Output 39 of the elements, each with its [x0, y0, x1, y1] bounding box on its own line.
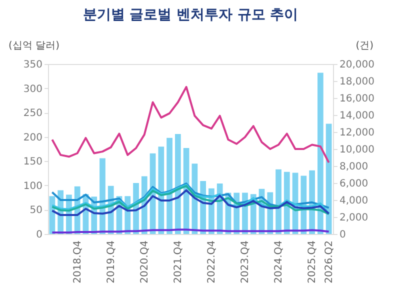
y2-axis-title: (건): [356, 40, 374, 52]
y-tick-label: 50: [30, 205, 42, 216]
bar: [276, 169, 282, 234]
y-tick-label: 250: [23, 108, 42, 120]
x-tick-label: 2019.Q4: [106, 240, 117, 284]
y2-tick-label: 2,000: [340, 212, 368, 224]
y-tick-label: 200: [23, 132, 42, 144]
line-series: [51, 189, 330, 216]
bar: [174, 134, 181, 234]
bar: [166, 138, 172, 234]
x-tick-label: 2021.Q4: [172, 240, 184, 284]
x-tick-label: 2023.Q4: [240, 240, 251, 284]
bar: [158, 146, 164, 234]
line-series: [51, 86, 330, 164]
y2-tick-label: 8,000: [340, 162, 368, 172]
y2-tick-label: 4,000: [340, 196, 368, 206]
y2-tick-label: 0: [340, 230, 346, 240]
y2-tick-label: 16,000: [340, 94, 374, 104]
y2-tick-label: 6,000: [340, 178, 368, 190]
x-tick-label: 2018.Q4: [72, 240, 84, 284]
y-tick-label: 350: [23, 60, 42, 70]
y2-tick-label: 14,000: [340, 110, 374, 122]
x-tick-label: 2022.Q4: [206, 240, 218, 284]
y-tick-label: 100: [23, 180, 42, 192]
bar: [317, 72, 324, 234]
line-series: [51, 182, 330, 209]
y2-tick-label: 12,000: [340, 128, 374, 138]
x-tick-label: 2026.Q2: [324, 240, 335, 284]
x-tick-label: 2020.Q4: [139, 240, 150, 284]
y-tick-label: 0: [36, 230, 42, 240]
y2-tick-label: 10,000: [340, 144, 374, 156]
x-tick-label: 2024.Q4: [274, 240, 285, 284]
y-axis-title: (십억 달러): [8, 40, 60, 52]
y2-tick-label: 18,000: [340, 76, 374, 88]
y2-tick-label: 20,000: [340, 60, 374, 70]
y-tick-label: 150: [23, 156, 42, 168]
chart-title: 분기별 글로벌 벤처투자 규모 추이: [82, 7, 298, 23]
y-tick-label: 300: [23, 84, 42, 95]
x-tick-label: 2025.Q4: [307, 240, 318, 284]
